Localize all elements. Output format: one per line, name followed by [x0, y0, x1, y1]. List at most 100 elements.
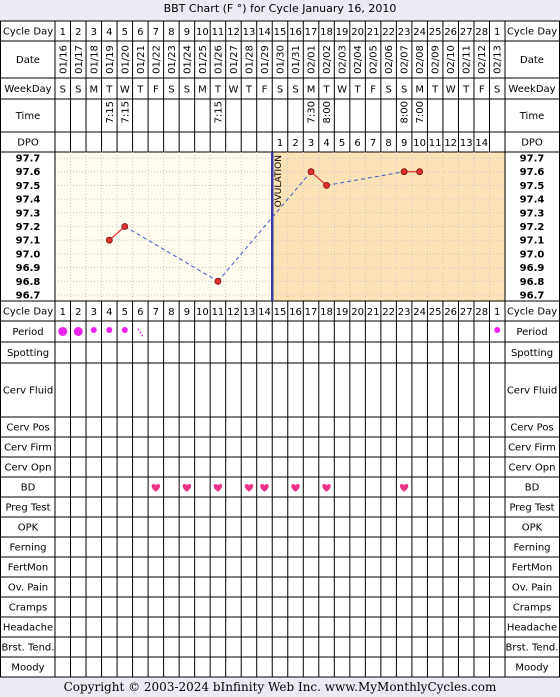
row-label-right: OPK — [522, 523, 543, 534]
cycle-day-cell: 1 — [494, 27, 500, 38]
bd-heart-icon — [260, 483, 269, 492]
row-label-right: Cerv Firm — [508, 443, 556, 454]
row-label-left: Ferning — [9, 543, 46, 554]
weekday-cell: T — [354, 85, 362, 96]
cycle-day-cell: 11 — [212, 307, 225, 318]
period-dot — [58, 327, 68, 336]
y-tick-label-right: 97.3 — [520, 208, 545, 219]
y-tick-label-left: 97.4 — [16, 195, 41, 206]
cycle-day-cell: 8 — [168, 307, 174, 318]
weekday-cell: S — [277, 85, 283, 96]
row-label-right: Ov. Pain — [512, 583, 552, 594]
cycle-day-cell: 3 — [91, 27, 97, 38]
row-label-right: Ferning — [513, 543, 550, 554]
cycle-day-cell: 1 — [494, 307, 500, 318]
weekday-cell: T — [322, 85, 330, 96]
bd-heart-icon — [244, 483, 254, 492]
cycle-day-cell: 15 — [274, 307, 287, 318]
row-label-right: Cerv Opn — [509, 463, 556, 474]
row-label-left: Cycle Day — [3, 307, 53, 318]
y-tick-label-left: 96.7 — [16, 291, 41, 302]
row-label-left: FertMon — [8, 563, 48, 574]
weekday-cell: F — [262, 85, 268, 96]
cycle-day-cell: 13 — [243, 27, 256, 38]
row-label-left: Cerv Fluid — [3, 386, 53, 397]
row-label-right: BD — [525, 483, 540, 494]
cycle-day-cell: 27 — [460, 27, 473, 38]
date-cell: 01/27 — [229, 45, 240, 74]
weekday-cell: S — [168, 85, 174, 96]
row-label-left: Time — [15, 111, 40, 122]
date-cell: 02/11 — [462, 45, 473, 74]
y-tick-label-right: 96.9 — [520, 263, 545, 274]
y-tick-label-right: 97.0 — [520, 249, 545, 260]
cycle-day-cell: 17 — [305, 307, 318, 318]
dpo-cell: 11 — [429, 138, 442, 149]
row-label-left: Preg Test — [5, 503, 50, 514]
cycle-day-cell: 23 — [398, 307, 411, 318]
cycle-day-cell: 21 — [367, 27, 380, 38]
cycle-day-cell: 5 — [122, 27, 128, 38]
row-label-left: Moody — [11, 663, 44, 674]
y-tick-label-right: 97.2 — [520, 222, 545, 233]
dpo-cell: 14 — [475, 138, 488, 149]
row-label-left: Cerv Opn — [5, 463, 52, 474]
weekday-cell: T — [214, 85, 222, 96]
weekday-cell: M — [415, 85, 424, 96]
period-spotting-dot — [139, 331, 142, 334]
cycle-day-cell: 7 — [153, 307, 159, 318]
cycle-day-cell: 25 — [429, 27, 442, 38]
temp-point — [105, 236, 113, 244]
period-dot — [494, 327, 501, 333]
cycle-day-cell: 10 — [196, 27, 209, 38]
date-cell: 01/20 — [120, 45, 131, 74]
date-cell: 01/22 — [151, 45, 162, 74]
row-label-left: DPO — [17, 138, 39, 149]
date-cell: 02/05 — [369, 45, 380, 74]
weekday-cell: F — [370, 85, 376, 96]
date-cell: 01/19 — [105, 45, 116, 74]
dpo-cell: 9 — [401, 138, 407, 149]
time-cell: 7:15 — [105, 101, 116, 123]
row-label-right: Date — [520, 55, 544, 66]
cycle-day-cell: 19 — [336, 307, 349, 318]
row-label-right: FertMon — [512, 563, 552, 574]
y-tick-label-left: 97.2 — [16, 222, 41, 233]
cycle-day-cell: 6 — [137, 307, 143, 318]
row-label-right: Cycle Day — [507, 307, 557, 318]
y-tick-label-right: 97.6 — [520, 167, 545, 178]
date-cell: 02/09 — [431, 45, 442, 74]
cycle-day-cell: 4 — [106, 27, 112, 38]
dpo-cell: 10 — [413, 138, 426, 149]
row-label-right: Spotting — [511, 348, 553, 359]
date-cell: 01/31 — [291, 45, 302, 74]
weekday-cell: S — [184, 85, 190, 96]
cycle-day-cell: 16 — [289, 307, 302, 318]
cycle-day-cell: 18 — [320, 27, 333, 38]
date-cell: 02/03 — [338, 45, 349, 74]
y-tick-label-left: 97.6 — [16, 167, 41, 178]
row-label-left: WeekDay — [4, 84, 51, 95]
row-label-left: Headache — [3, 623, 53, 634]
weekday-cell: S — [494, 85, 500, 96]
bd-heart-icon — [213, 483, 223, 492]
weekday-cell: T — [105, 85, 113, 96]
y-tick-label-right: 97.5 — [520, 181, 545, 192]
date-cell: 02/01 — [307, 45, 318, 74]
row-label-left: OPK — [18, 523, 39, 534]
weekday-cell: S — [401, 85, 407, 96]
cycle-day-cell: 21 — [367, 307, 380, 318]
dpo-cell: 12 — [444, 138, 457, 149]
ovulation-label: OVULATION — [274, 155, 284, 207]
period-dot — [121, 327, 128, 333]
y-tick-label-left: 97.1 — [16, 236, 41, 247]
y-tick-label-right: 97.7 — [520, 154, 545, 165]
row-label-right: Brst. Tend. — [506, 643, 559, 654]
period-spotting-dot — [137, 328, 140, 331]
cycle-day-cell: 23 — [398, 27, 411, 38]
cycle-day-cell: 24 — [413, 27, 426, 38]
dpo-cell: 3 — [308, 138, 314, 149]
cycle-day-cell: 25 — [429, 307, 442, 318]
cycle-day-cell: 8 — [168, 27, 174, 38]
cycle-day-cell: 14 — [258, 307, 271, 318]
